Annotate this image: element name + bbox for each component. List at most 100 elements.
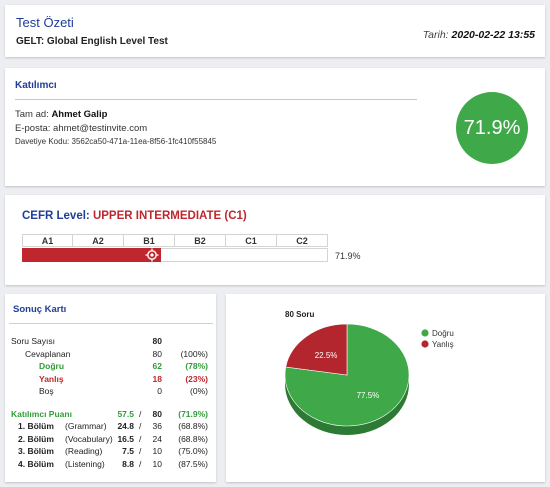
result-row-percent: (0%)	[190, 386, 208, 396]
result-row-percent: (100%)	[180, 348, 208, 359]
cefr-level-b2: B2	[175, 234, 226, 247]
result-row-separator: /	[139, 421, 142, 431]
invite-label: Davetiye Kodu:	[15, 137, 70, 146]
result-row: Soru Sayısı 80	[5, 335, 216, 347]
result-row-value: 0	[157, 386, 162, 396]
result-row-percent: (68.8%)	[178, 421, 208, 431]
result-row-separator: /	[139, 458, 142, 469]
result-row-percent: (23%)	[185, 373, 208, 384]
legend-label-1: Yanlış	[432, 340, 454, 349]
cefr-progress-fill	[22, 248, 161, 262]
result-row-separator: /	[139, 433, 142, 444]
result-row-total: 80	[152, 408, 162, 419]
result-row: Cevaplanan 80 (100%)	[5, 348, 216, 360]
result-row-total: 10	[152, 458, 162, 469]
test-date: Tarih: 2020-02-22 13:55	[423, 29, 535, 41]
name-value: Ahmet Galip	[51, 109, 108, 120]
result-row-percent: (78%)	[185, 361, 208, 371]
result-row-total: 10	[152, 446, 162, 456]
cefr-progress-percent: 71.9%	[335, 251, 361, 261]
result-row-label: Doğru	[39, 361, 65, 371]
result-row-label: Boş	[39, 386, 54, 396]
result-row-section-name: (Vocabulary)	[65, 433, 113, 444]
pie-slice-label: 77.5%	[357, 391, 380, 400]
result-row-label: Katılımcı Puanı	[11, 408, 72, 419]
legend-marker-0	[421, 329, 429, 337]
result-row: Katılımcı Puanı 57.5 / 80 (71.9%)	[5, 408, 216, 420]
cefr-level-c2: C2	[277, 234, 328, 247]
result-row-section-name: (Reading)	[65, 446, 103, 456]
result-row-label: 2. Bölüm	[18, 433, 54, 444]
cefr-scale: A1 A2 B1 B2 C1 C2	[22, 234, 328, 247]
summary-title: Test Özeti	[16, 15, 74, 30]
result-row-value: 7.5	[122, 446, 134, 456]
result-row-value: 62	[152, 361, 162, 371]
date-value: 2020-02-22 13:55	[451, 29, 535, 41]
result-row-section-name: (Listening)	[65, 458, 105, 469]
result-row-value: 18	[152, 373, 162, 384]
participant-invite-code: Davetiye Kodu: 3562ca50-471a-11ea-8f56-1…	[15, 137, 216, 146]
result-row-label: 3. Bölüm	[18, 446, 54, 456]
pie-slice-side	[285, 375, 409, 435]
cefr-level-a1: A1	[22, 234, 73, 247]
pie-chart: 77.5% 22.5% Doğru Yanlış	[284, 323, 454, 435]
pie-chart-card: 80 Soru 77.5% 22.5% Doğru Yanlış	[226, 294, 545, 482]
cefr-heading: CEFR Level: UPPER INTERMEDIATE (C1)	[22, 210, 247, 222]
cefr-level-a2: A2	[73, 234, 124, 247]
score-circle: 71.9%	[456, 92, 528, 164]
result-row-label: Cevaplanan	[25, 348, 71, 359]
result-row-percent: (68.8%)	[178, 433, 208, 444]
result-row: Doğru 62 (78%)	[5, 360, 216, 372]
participant-heading: Katılımcı	[15, 80, 57, 91]
result-row-separator: /	[139, 446, 142, 456]
chart-title: 80 Soru	[285, 310, 315, 319]
result-row-label: 4. Bölüm	[18, 458, 54, 469]
result-row-total: 24	[152, 433, 162, 444]
legend-marker-1	[421, 340, 429, 348]
result-row: Yanlış 18 (23%)	[5, 373, 216, 385]
result-row: 1. Bölüm (Grammar) 24.8 / 36 (68.8%)	[5, 420, 216, 432]
participant-email: E-posta: ahmet@testinvite.com	[15, 123, 147, 134]
result-card: Sonuç Kartı Soru Sayısı 80 Cevaplanan 80 (10…	[5, 294, 216, 482]
invite-value: 3562ca50-471a-11ea-8f56-1fc410f55845	[71, 137, 217, 146]
participant-card: Katılımcı Tam ad: Ahmet Galip E-posta: a…	[5, 68, 545, 186]
result-row: 3. Bölüm (Reading) 7.5 / 10 (75.0%)	[5, 445, 216, 457]
participant-divider	[15, 99, 417, 100]
pie-slice-1[interactable]	[285, 323, 348, 376]
email-label: E-posta:	[15, 123, 51, 134]
result-row-value: 80	[152, 348, 162, 359]
result-row-value: 80	[152, 336, 162, 346]
result-card-divider	[9, 323, 213, 324]
result-row-total: 36	[152, 421, 162, 431]
cefr-level-b1: B1	[124, 234, 175, 247]
result-row-value: 16.5	[117, 433, 134, 444]
test-name: GELT: Global English Level Test	[16, 36, 168, 47]
name-label: Tam ad:	[15, 109, 49, 120]
result-row-value: 24.8	[117, 421, 134, 431]
result-row-value: 57.5	[117, 408, 134, 419]
cefr-level-value: UPPER INTERMEDIATE (C1)	[92, 210, 247, 222]
result-row: 2. Bölüm (Vocabulary) 16.5 / 24 (68.8%)	[5, 433, 216, 445]
cefr-heading-label: CEFR Level:	[22, 210, 90, 222]
result-row: Boş 0 (0%)	[5, 385, 216, 397]
result-row-section-name: (Grammar)	[65, 421, 107, 431]
result-row-separator: /	[139, 408, 142, 419]
cefr-level-c1: C1	[226, 234, 277, 247]
result-row-label: Yanlış	[39, 373, 64, 384]
result-row-percent: (75.0%)	[178, 446, 208, 456]
date-label: Tarih:	[422, 29, 449, 41]
result-row-percent: (87.5%)	[178, 458, 208, 469]
target-crosshair-icon	[145, 248, 159, 262]
legend-label-0: Doğru	[432, 329, 454, 338]
result-row-percent: (71.9%)	[178, 408, 208, 419]
cefr-level-card: CEFR Level: UPPER INTERMEDIATE (C1) A1 A…	[5, 195, 545, 285]
result-card-heading: Sonuç Kartı	[13, 304, 67, 315]
result-row-label: 1. Bölüm	[18, 421, 54, 431]
email-value[interactable]: ahmet@testinvite.com	[53, 123, 148, 134]
participant-name: Tam ad: Ahmet Galip	[15, 109, 107, 120]
result-row-label: Soru Sayısı	[11, 336, 55, 346]
result-row-value: 8.8	[122, 458, 134, 469]
result-row: 4. Bölüm (Listening) 8.8 / 10 (87.5%)	[5, 458, 216, 470]
pie-slice-label: 22.5%	[315, 351, 338, 360]
test-summary-card: Test Özeti GELT: Global English Level Te…	[5, 5, 545, 57]
